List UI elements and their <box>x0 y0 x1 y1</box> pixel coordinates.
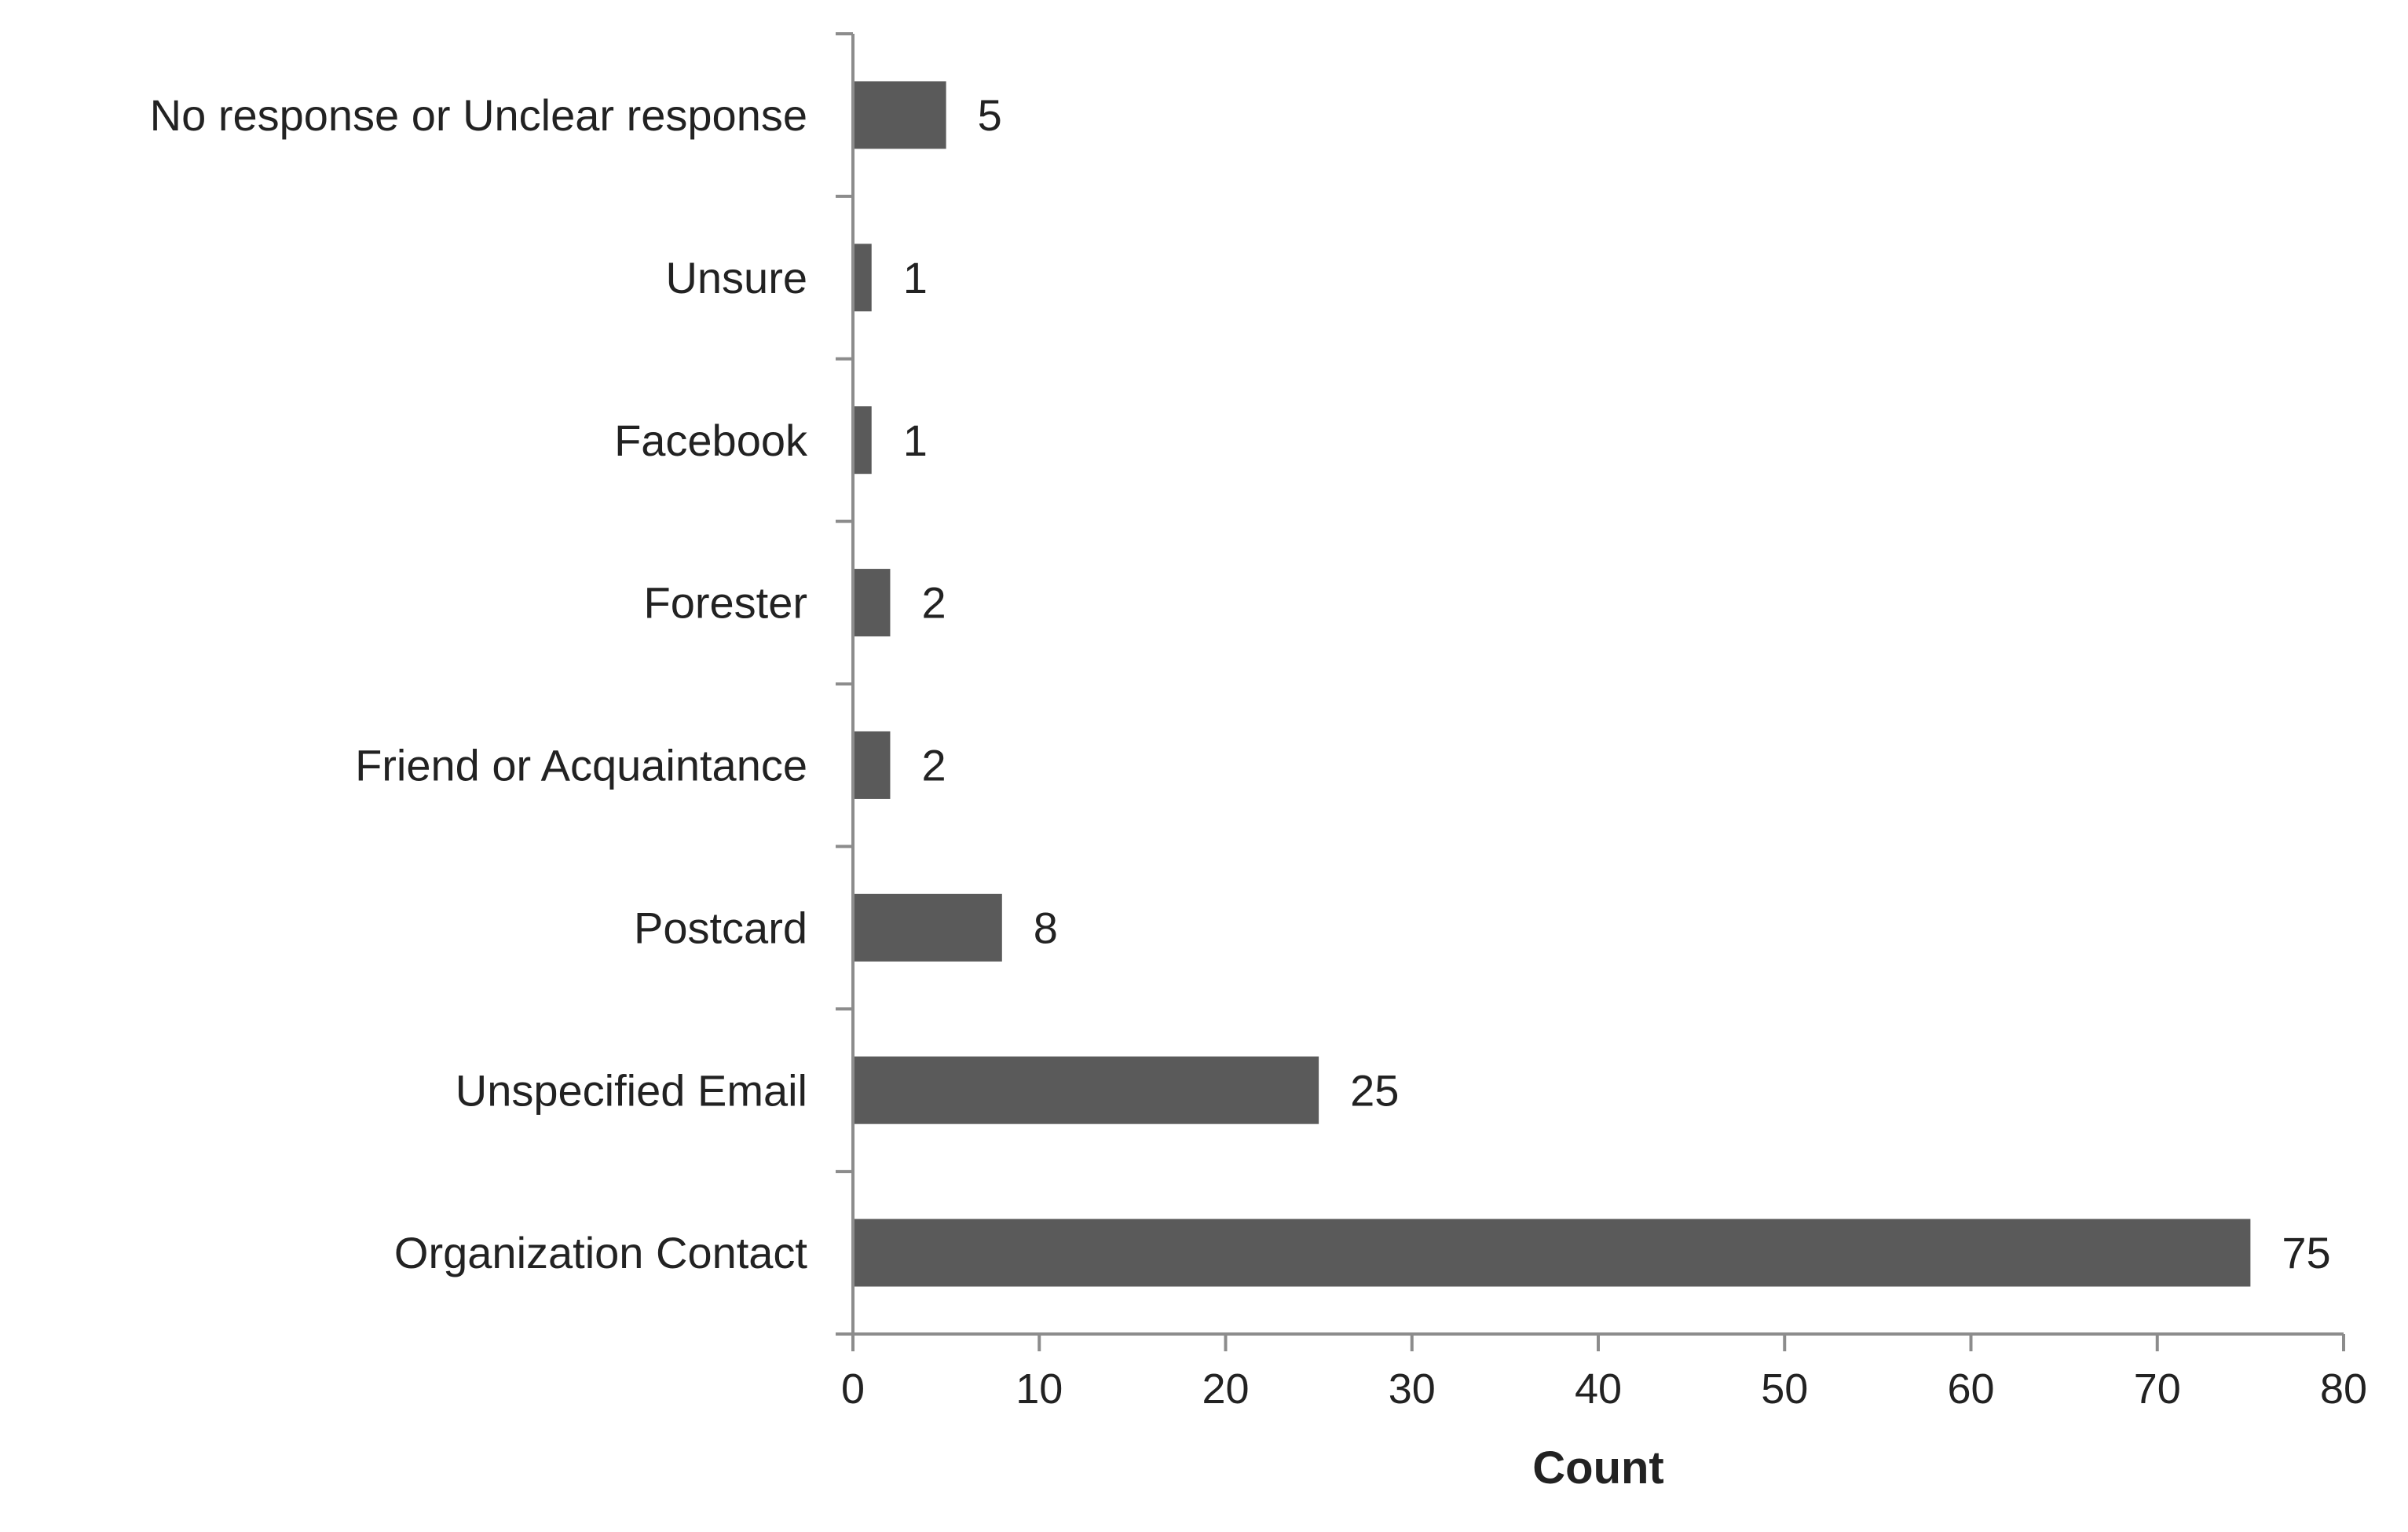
category-label: Organization Contact <box>394 1228 808 1277</box>
labels-layer: 0 10 20 30 40 50 60 70 80 Count No response or Unc… <box>150 90 2367 1494</box>
data-label: 8 <box>1034 903 1058 952</box>
bar <box>855 1056 1319 1124</box>
category-label: Friend or Acquaintance <box>355 741 807 790</box>
bars-layer <box>855 81 2251 1287</box>
x-tick-label: 10 <box>1016 1365 1063 1413</box>
data-label: 1 <box>903 253 928 302</box>
x-tick-label: 80 <box>2320 1365 2367 1413</box>
data-label: 1 <box>903 416 928 465</box>
bar <box>855 244 872 312</box>
category-label: Forester <box>644 578 808 628</box>
bar <box>855 406 872 475</box>
data-label: 25 <box>1350 1065 1399 1115</box>
bar <box>855 731 891 799</box>
category-label: No response or Unclear response <box>150 90 807 140</box>
category-label: Postcard <box>634 903 807 952</box>
data-label: 5 <box>978 90 1002 140</box>
category-label: Facebook <box>614 416 808 465</box>
x-tick-label: 50 <box>1761 1365 1808 1413</box>
category-label: Unspecified Email <box>456 1065 807 1115</box>
x-axis-title: Count <box>1532 1442 1664 1494</box>
bar <box>855 569 891 637</box>
data-label: 2 <box>921 578 946 628</box>
x-tick-label: 60 <box>1947 1365 1994 1413</box>
x-tick-label: 40 <box>1575 1365 1622 1413</box>
x-tick-label: 20 <box>1202 1365 1249 1413</box>
bar <box>855 1219 2251 1287</box>
category-label: Unsure <box>665 253 807 302</box>
data-label: 2 <box>921 741 946 790</box>
bar <box>855 893 1002 962</box>
bar <box>855 81 946 149</box>
x-tick-label: 30 <box>1389 1365 1436 1413</box>
data-label: 75 <box>2282 1228 2330 1277</box>
x-tick-label: 70 <box>2134 1365 2181 1413</box>
axes-layer <box>836 32 2345 1351</box>
x-tick-label: 0 <box>841 1365 865 1413</box>
